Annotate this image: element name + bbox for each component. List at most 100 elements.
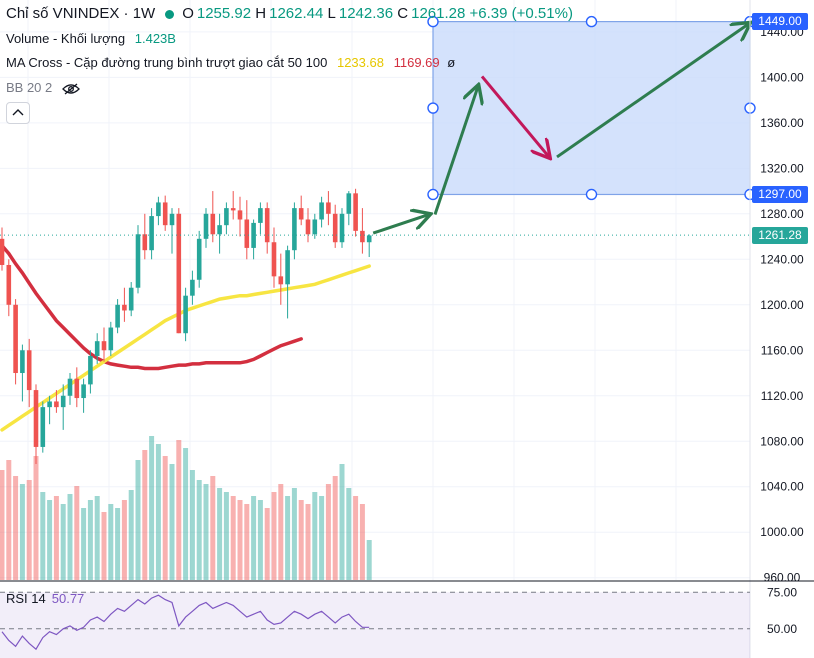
legend-row-ma[interactable]: MA Cross - Cặp đường trung bình trượt gi… [6,55,455,71]
candle-body-20 [135,234,141,288]
arrow-leg-3 [556,24,749,159]
target-zone[interactable] [427,15,756,201]
resize-handle-3 [585,15,598,28]
volume-bar-35 [237,500,243,580]
volume-bar-4 [26,480,32,580]
volume-bar-38 [257,500,263,580]
volume-bar-11 [74,486,80,580]
resize-handle-1 [427,102,439,114]
volume-bar-8 [53,496,59,580]
chart-title[interactable]: Chỉ số VNINDEX · 1W [6,5,156,22]
price-tick-4: 1280.00 [760,207,804,221]
candle-body-45 [305,219,311,235]
volume-bar-18 [121,500,127,580]
volume-bars [0,436,372,580]
price-tick-12: 960.00 [764,571,801,585]
candle-body-24 [162,202,168,226]
candle-body-36 [244,219,250,248]
candle-body-28 [190,279,195,296]
volume-bar-33 [223,492,229,580]
candle-body-18 [122,304,127,311]
candle-body-27 [183,295,188,334]
volume-bar-46 [312,492,318,580]
volume-bar-7 [47,500,53,580]
ma100-value: 1169.69 [393,55,440,70]
candle-body-41 [278,276,284,285]
volume-bar-44 [298,500,304,580]
candle-body-54 [366,235,372,243]
ma-label: MA Cross - Cặp đường trung bình trượt gi… [6,55,328,70]
legend-row-main: Chỉ số VNINDEX · 1W O 1255.92 H 1262.44 L 12… [6,6,573,22]
ohlc-high-key: H [255,5,267,22]
candle-body-19 [128,287,134,311]
market-status-dot [165,9,175,19]
rsi-legend[interactable]: RSI 14 50.77 [6,591,84,606]
ohlc-low-key: L [327,5,336,22]
candle-body-12 [81,384,86,399]
volume-bar-3 [19,484,25,580]
ohlc-low-value: 1242.36 [338,5,394,22]
volume-bar-43 [291,488,297,580]
volume-bar-31 [210,476,216,580]
rsi-label: RSI 14 [6,591,46,606]
arrow-leg-2 [480,75,549,157]
volume-bar-14 [94,496,100,580]
last-price-badge: 1261.28 [752,226,808,244]
candle-body-30 [203,213,209,239]
ma100-path [0,243,303,371]
volume-bar-5 [33,456,39,580]
candle-body-49 [332,213,338,243]
volume-bar-32 [217,488,223,580]
candle-body-51 [346,193,352,214]
price-tick-7: 1160.00 [761,343,804,357]
candle-body-23 [156,202,161,217]
volume-bar-34 [230,496,236,580]
volume-bar-1 [6,460,12,580]
candle-body-40 [271,242,277,277]
resize-handle-4 [585,188,598,201]
volume-bar-54 [366,540,372,580]
ohlc-close-value: 1261.28 [411,5,466,22]
price-tick-5: 1240.00 [760,252,804,266]
candle-body-46 [312,219,318,235]
arrow-leg-1 [433,86,478,215]
forecast-arrows[interactable] [372,24,749,235]
grid-lines [0,0,750,580]
ohlc-open-value: 1255.92 [196,5,252,22]
volume-bar-28 [189,470,195,580]
collapse-legend-button[interactable] [6,102,30,124]
candle-body-38 [258,208,263,223]
volume-bar-42 [285,496,291,580]
volume-value: 1.423B [134,31,176,46]
candle-body-0 [0,238,5,265]
candle-body-5 [33,390,39,447]
candle-body-29 [196,238,202,280]
candle-body-9 [60,395,66,408]
price-tick-2: 1360.00 [760,116,804,130]
candle-body-16 [108,327,114,351]
candle-body-15 [101,341,107,351]
eye-hidden-icon[interactable] [61,83,80,95]
resize-handle-2 [427,188,439,201]
candle-body-17 [115,304,120,328]
rsi-tick-0: 75.00 [767,585,797,599]
volume-bar-40 [271,492,277,580]
volume-bar-37 [251,496,257,580]
price-tick-9: 1080.00 [760,434,804,448]
candle-body-8 [54,401,59,408]
volume-bar-51 [346,488,352,580]
price-axis[interactable]: 1440.001400.001360.001320.001280.001240.… [749,0,804,658]
price-tick-10: 1040.00 [760,480,804,494]
candle-body-32 [217,225,222,235]
candle-body-14 [94,341,100,356]
price-tick-6: 1200.00 [760,298,804,312]
volume-label: Volume - Khối lượng [6,31,126,46]
volume-bar-45 [305,504,311,580]
ohlc-open-key: O [182,5,194,22]
ohlc-high-value: 1262.44 [269,5,324,22]
target-top-badge: 1449.00 [752,13,808,31]
legend-row-bb[interactable]: BB 20 2 [6,80,80,96]
resize-handle-0 [427,15,439,28]
legend-row-volume[interactable]: Volume - Khối lượng 1.423B [6,31,176,47]
